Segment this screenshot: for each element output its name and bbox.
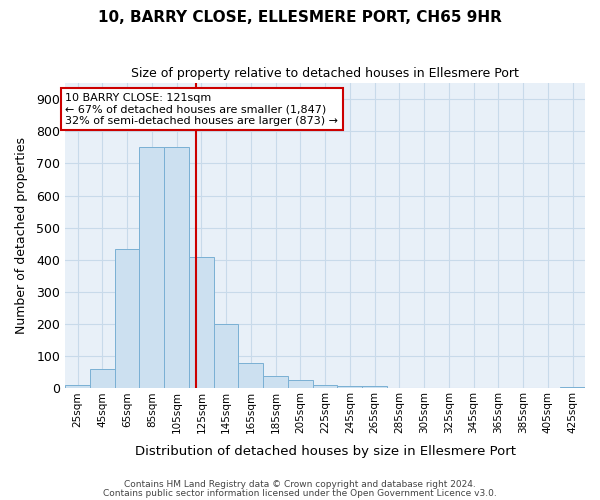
Bar xyxy=(337,386,362,388)
Bar xyxy=(288,380,313,388)
Bar xyxy=(263,376,288,388)
Text: Contains HM Land Registry data © Crown copyright and database right 2024.: Contains HM Land Registry data © Crown c… xyxy=(124,480,476,489)
Bar xyxy=(189,256,214,388)
Bar xyxy=(115,248,139,388)
Text: Contains public sector information licensed under the Open Government Licence v3: Contains public sector information licen… xyxy=(103,488,497,498)
X-axis label: Distribution of detached houses by size in Ellesmere Port: Distribution of detached houses by size … xyxy=(134,444,515,458)
Text: 10, BARRY CLOSE, ELLESMERE PORT, CH65 9HR: 10, BARRY CLOSE, ELLESMERE PORT, CH65 9H… xyxy=(98,10,502,25)
Bar xyxy=(90,369,115,388)
Bar xyxy=(65,386,90,388)
Bar xyxy=(164,148,189,388)
Bar xyxy=(238,363,263,388)
Bar xyxy=(214,324,238,388)
Bar xyxy=(313,386,337,388)
Y-axis label: Number of detached properties: Number of detached properties xyxy=(15,138,28,334)
Bar xyxy=(139,148,164,388)
Bar xyxy=(560,387,585,388)
Title: Size of property relative to detached houses in Ellesmere Port: Size of property relative to detached ho… xyxy=(131,68,519,80)
Text: 10 BARRY CLOSE: 121sqm
← 67% of detached houses are smaller (1,847)
32% of semi-: 10 BARRY CLOSE: 121sqm ← 67% of detached… xyxy=(65,92,338,126)
Bar xyxy=(362,386,387,388)
